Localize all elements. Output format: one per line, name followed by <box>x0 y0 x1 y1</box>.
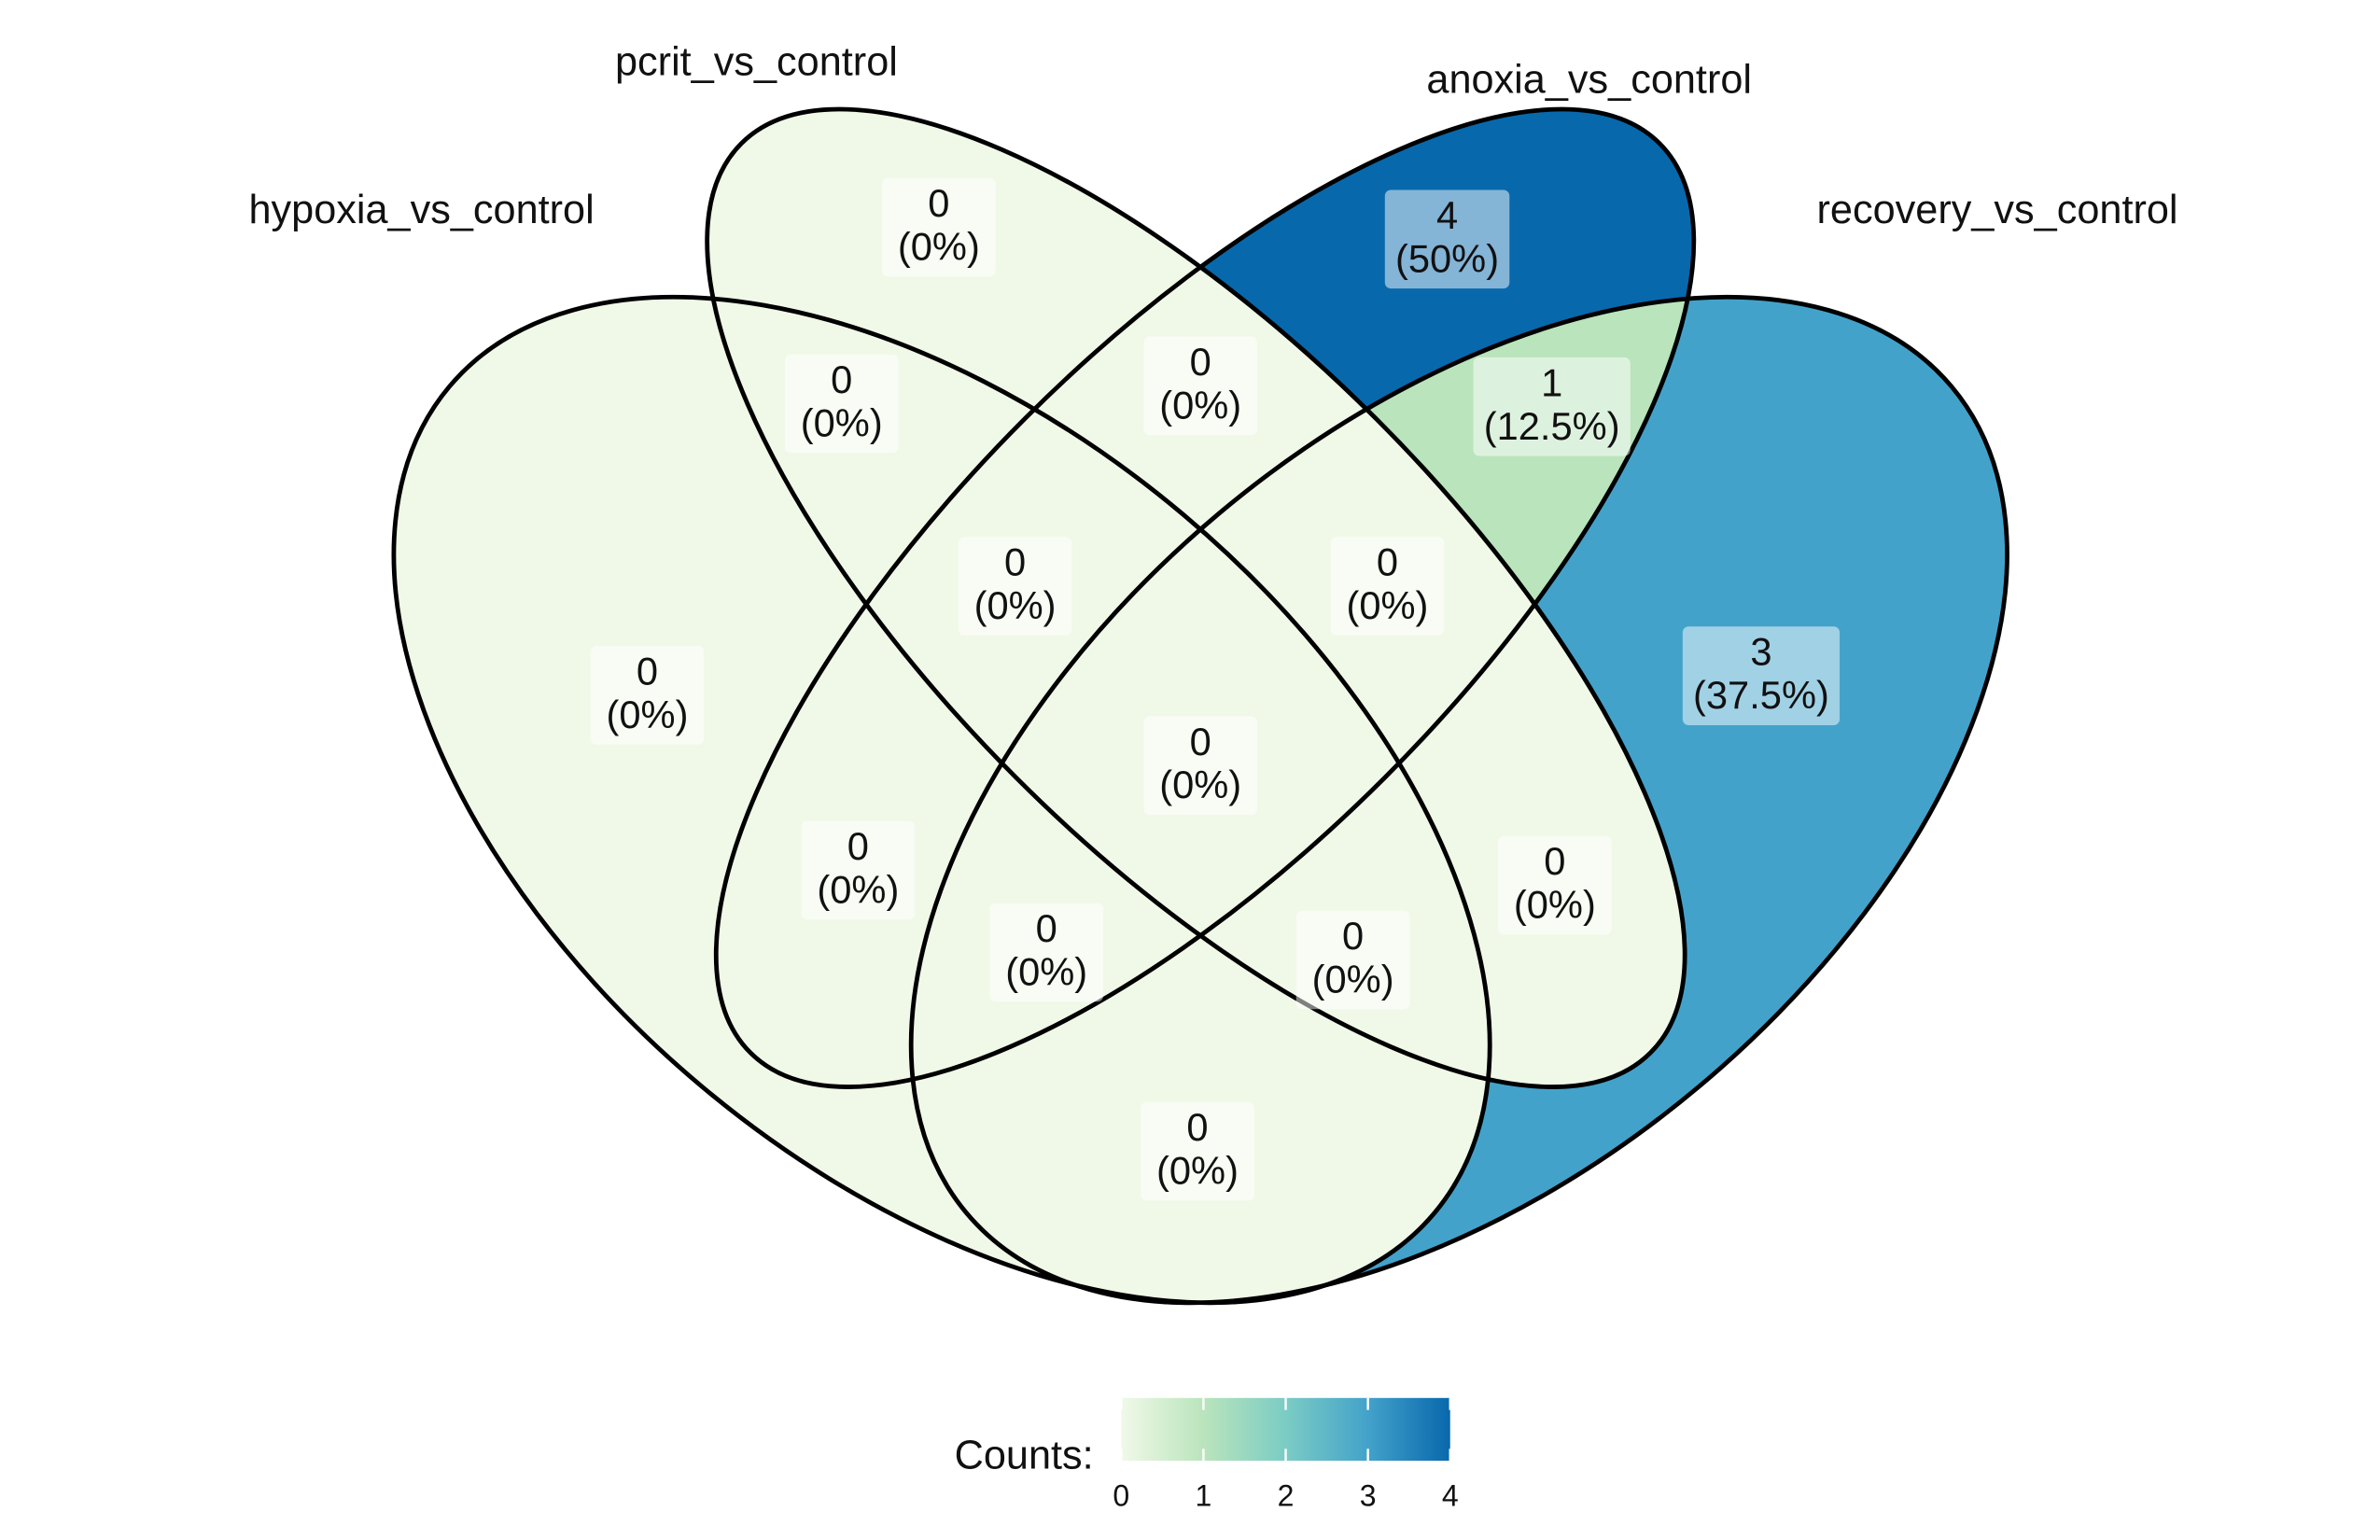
label-box <box>784 354 899 454</box>
label-box <box>1141 1101 1254 1201</box>
label-box <box>989 903 1104 1002</box>
set-outline <box>908 294 2009 1306</box>
label-box <box>1473 357 1631 456</box>
set-label: hypoxia_vs_control <box>248 188 594 232</box>
region-percent: (0%) <box>1005 949 1087 993</box>
region-percent: (50%) <box>1395 236 1499 280</box>
region-count: 3 <box>1750 630 1771 674</box>
region-percent: (0%) <box>1159 763 1241 806</box>
region-count: 0 <box>637 649 658 693</box>
tick-label: 1 <box>1196 1479 1212 1513</box>
tick-label: 3 <box>1360 1479 1377 1513</box>
legend: Counts: 0 1 2 3 4 <box>955 1397 1459 1513</box>
set-label: pcrit_vs_control <box>615 39 898 84</box>
region-percent: (0%) <box>817 867 899 911</box>
label-box <box>958 537 1072 636</box>
region-percent: (37.5%) <box>1693 673 1829 717</box>
label-box <box>590 646 705 745</box>
region-percent: (0%) <box>1514 882 1596 926</box>
label-box <box>1295 910 1410 1010</box>
label-box <box>1143 716 1258 816</box>
region-count: 0 <box>1342 914 1364 958</box>
label-box <box>1682 626 1841 725</box>
region-percent: (0%) <box>1159 383 1241 427</box>
label-box <box>1498 835 1612 935</box>
label-box <box>1143 336 1258 436</box>
label-box <box>1330 537 1445 636</box>
region-percent: (0%) <box>801 401 883 445</box>
region-count: 1 <box>1541 360 1562 404</box>
region-count: 0 <box>1036 906 1057 950</box>
region-count: 0 <box>928 181 949 225</box>
region-percent: (0%) <box>1346 583 1428 627</box>
region-count: 4 <box>1436 193 1458 237</box>
region-count: 0 <box>1544 839 1565 883</box>
region-count: 0 <box>1004 540 1026 584</box>
region-percent: (0%) <box>1156 1149 1239 1193</box>
region-count: 0 <box>1186 1105 1208 1149</box>
set-outline <box>713 106 1697 1089</box>
set-label: anoxia_vs_control <box>1426 58 1752 103</box>
region-percent: (0%) <box>898 225 980 269</box>
label-box <box>801 820 916 920</box>
tick-label: 4 <box>1442 1479 1459 1513</box>
tick-label: 2 <box>1278 1479 1295 1513</box>
region-percent: (0%) <box>974 583 1057 627</box>
label-box <box>882 177 996 277</box>
legend-title: Counts: <box>955 1433 1094 1477</box>
region-percent: (0%) <box>1312 957 1394 1001</box>
region-count: 0 <box>831 357 852 401</box>
region-percent: (0%) <box>607 693 689 736</box>
set-label: recovery_vs_control <box>1817 188 2178 232</box>
region-count: 0 <box>847 824 869 868</box>
set-outline <box>391 294 1492 1306</box>
region-count: 0 <box>1190 340 1211 384</box>
region-percent: (12.5%) <box>1484 404 1620 448</box>
tick-label: 0 <box>1113 1479 1129 1513</box>
set-outline <box>705 106 1687 1089</box>
region-count: 0 <box>1190 720 1211 763</box>
outlines <box>391 106 2009 1306</box>
labels: 0(0%)0(0%)4(50%)3(37.5%)0(0%)0(0%)1(12.5… <box>248 39 2178 1201</box>
label-box <box>1384 189 1510 289</box>
region-count: 0 <box>1377 540 1398 584</box>
